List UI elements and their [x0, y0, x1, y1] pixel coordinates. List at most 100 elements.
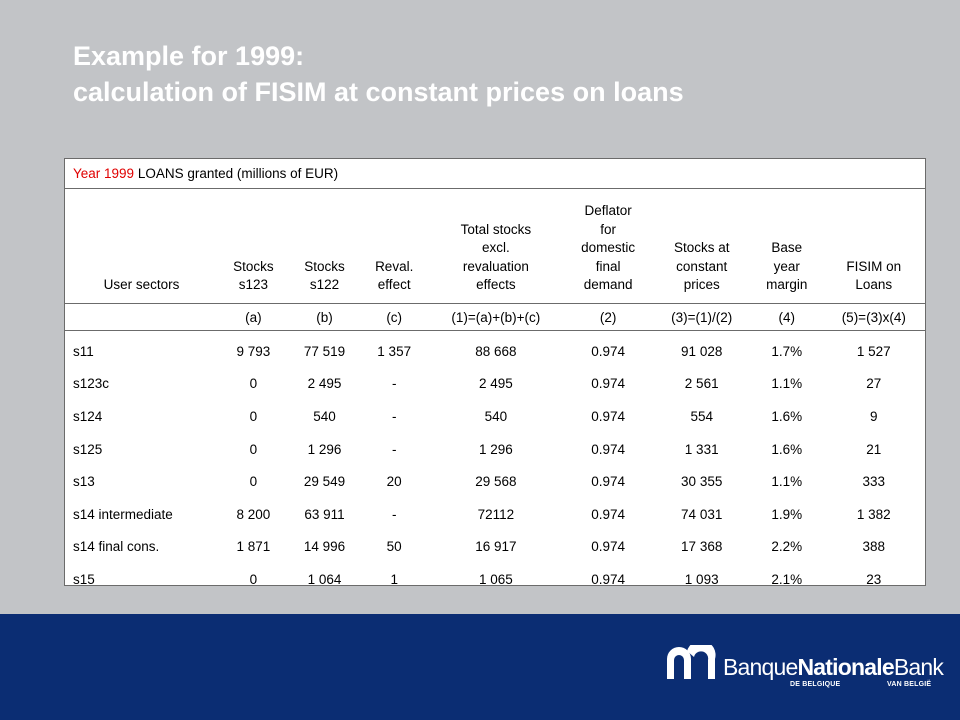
column-header-line: for — [600, 221, 616, 237]
formula-code: (4) — [750, 303, 823, 331]
table-cell: 29 549 — [303, 474, 346, 490]
table-cell: 1 296 — [478, 441, 513, 457]
column-header-line: domestic — [581, 240, 636, 256]
table-cell: 8 200 — [236, 506, 271, 522]
formula-code-row: (a) (b) (c) (1)=(a)+(b)+(c) (2) (3)=(1)/(2) (4… — [65, 303, 925, 331]
column-header: Reval. effect — [360, 189, 428, 304]
column-header-line: Stocks at — [673, 240, 730, 256]
table-cell: 1 093 — [684, 571, 719, 587]
column-header: Base year margin — [751, 189, 823, 304]
table-row: s14 final cons. 1 871 14 996 50 16 917 0.974 1… — [65, 531, 925, 564]
row-sector-label: s123c — [73, 376, 110, 392]
table-cell: 554 — [690, 408, 713, 424]
formula-code: (5)=(3)x(4) — [822, 303, 925, 331]
formula-code: (c) — [360, 303, 428, 331]
column-header-line: Deflator — [584, 203, 632, 219]
table-cell: 9 — [870, 408, 878, 424]
table-row: s13 0 29 549 20 29 568 0.974 30 355 1.1% 333 — [65, 465, 925, 498]
fisim-table: Year 1999 LOANS granted (millions of EUR… — [65, 159, 925, 596]
column-header-line: final — [595, 258, 621, 274]
table-cell: 23 — [866, 571, 882, 587]
table-cell: 0.974 — [591, 571, 625, 587]
table-cell: 1 527 — [856, 343, 891, 359]
table-cell: - — [391, 441, 397, 457]
table-row: s123c 0 2 495 - 2 495 0.974 2 561 1.1% 27 — [65, 368, 925, 401]
table-cell: 74 031 — [681, 506, 723, 522]
table-cell: 16 917 — [475, 539, 517, 555]
column-header-line: Loans — [855, 277, 893, 293]
table-cell: 88 668 — [475, 343, 517, 359]
column-header: Stocks s123 — [218, 189, 289, 304]
table-cell: 540 — [313, 408, 336, 424]
table-caption: Year 1999 LOANS granted (millions of EUR… — [65, 159, 925, 189]
table-row: s14 intermediate 8 200 63 911 - 72112 0.974 74… — [65, 498, 925, 531]
table-cell: 1.6% — [771, 441, 803, 457]
table-cell: 1.9% — [771, 506, 803, 522]
column-header-line: Stocks — [233, 258, 274, 274]
table-cell: 1 065 — [478, 571, 513, 587]
column-header: Stocks s122 — [289, 189, 361, 304]
column-header-line: s122 — [309, 277, 340, 293]
column-header-line: margin — [766, 277, 808, 293]
formula-code: (3)=(1)/(2) — [652, 303, 751, 331]
table-cell: 1 871 — [236, 539, 271, 555]
column-header-line: constant — [676, 258, 728, 274]
column-header-line: prices — [683, 277, 720, 293]
logo-word-nationale: Nationale — [797, 654, 895, 680]
table-cell: 1 296 — [307, 441, 342, 457]
formula-code: (a) — [218, 303, 289, 331]
table-cell: 9 793 — [236, 343, 271, 359]
table-cell: 17 368 — [681, 539, 723, 555]
table-cell: 0.974 — [591, 539, 625, 555]
column-header-line: excl. — [481, 240, 510, 256]
column-header-line: User sectors — [103, 277, 180, 293]
column-header-line: Base — [771, 240, 803, 256]
table-cell: 29 568 — [475, 474, 517, 490]
slide-title: Example for 1999: calculation of FISIM a… — [73, 38, 684, 110]
caption-unit: (millions of EUR) — [233, 166, 339, 181]
table-cell: 333 — [862, 474, 886, 490]
slide-title-line-2: calculation of FISIM at constant prices … — [73, 77, 684, 107]
table-cell: 1 — [390, 571, 398, 587]
row-sector-label: s14 intermediate — [73, 506, 173, 522]
row-sector-label: s11 — [73, 343, 94, 359]
caption-year: Year 1999 — [73, 166, 135, 181]
footer-bar — [0, 614, 960, 720]
logo-word-bank: Bank — [893, 654, 944, 680]
column-header-line: FISIM on — [846, 258, 902, 274]
table-row: s124 0 540 - 540 0.974 554 1.6% 9 — [65, 400, 925, 433]
table-cell: 14 996 — [303, 539, 346, 555]
logo-word-banque: Banque — [723, 654, 798, 680]
column-header: FISIM on Loans — [823, 189, 925, 304]
formula-code — [65, 303, 219, 331]
table-cell: 0 — [249, 571, 258, 587]
table-cell: 1 382 — [856, 506, 891, 522]
table-cell: 1 331 — [684, 441, 719, 457]
column-header: Stocks at constant prices — [653, 189, 751, 304]
table-cell: 1 064 — [307, 571, 342, 587]
column-header-line: revaluation — [462, 258, 529, 274]
row-sector-label: s15 — [73, 571, 95, 587]
table-cell: 0.974 — [591, 408, 625, 424]
table-caption-row: Year 1999 LOANS granted (millions of EUR… — [65, 159, 925, 189]
table-cell: 0 — [249, 376, 258, 392]
logo-wordmark: BanqueNationaleBank — [723, 654, 944, 680]
table-cell: 1.1% — [771, 474, 803, 490]
table-cell: 77 519 — [303, 343, 346, 359]
table-cell: 0.974 — [591, 506, 625, 522]
table-cell: 2 495 — [307, 376, 342, 392]
table-cell: 91 028 — [681, 343, 723, 359]
table-cell: - — [391, 376, 397, 392]
table-cell: 27 — [866, 376, 882, 392]
column-header: User sectors — [65, 189, 218, 304]
column-header-line: Total stocks — [460, 221, 532, 237]
table-cell: 0 — [249, 474, 258, 490]
row-sector-label: s13 — [73, 474, 95, 490]
row-sector-label: s14 final cons. — [73, 539, 160, 555]
table-cell: 1.1% — [771, 376, 803, 392]
table-cell: 1 357 — [377, 343, 412, 359]
table-cell: 72112 — [477, 506, 515, 522]
fisim-table-frame: Year 1999 LOANS granted (millions of EUR… — [64, 158, 926, 587]
formula-code: (1)=(a)+(b)+(c) — [428, 303, 564, 331]
table-header-row: User sectors Stocks s123 Stocks s122 Reval. ef… — [65, 189, 925, 304]
